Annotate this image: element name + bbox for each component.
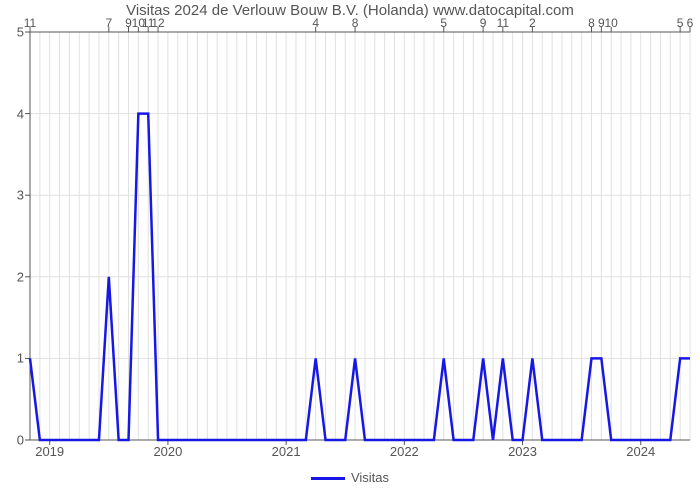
x-top-label: 5 (677, 16, 684, 30)
x-bottom-label: 2024 (626, 444, 655, 459)
x-top-label: 6 (687, 16, 694, 30)
y-tick-label: 2 (4, 269, 24, 284)
x-top-label: 5 (440, 16, 447, 30)
x-bottom-label: 2021 (272, 444, 301, 459)
y-tick-label: 0 (4, 433, 24, 448)
y-tick-label: 1 (4, 351, 24, 366)
legend-label: Visitas (351, 470, 389, 485)
x-top-label: 11 (24, 16, 36, 30)
x-bottom-label: 2019 (35, 444, 64, 459)
y-tick-label: 3 (4, 188, 24, 203)
x-top-label: 12 (151, 16, 164, 30)
x-top-label: 10 (605, 16, 618, 30)
x-bottom-label: 2023 (508, 444, 537, 459)
plot-svg (30, 32, 690, 440)
legend: Visitas (0, 470, 700, 485)
legend-line-swatch (311, 477, 345, 480)
x-bottom-label: 2020 (153, 444, 182, 459)
chart-container: Visitas 2024 de Verlouw Bouw B.V. (Holan… (0, 0, 700, 500)
y-tick-label: 4 (4, 106, 24, 121)
x-top-label: 9 (480, 16, 487, 30)
y-tick-label: 5 (4, 25, 24, 40)
x-top-label: 4 (312, 16, 319, 30)
x-top-label: 2 (529, 16, 536, 30)
x-bottom-label: 2022 (390, 444, 419, 459)
x-top-label: 8 (588, 16, 595, 30)
x-top-label: 11 (497, 16, 509, 30)
x-top-label: 8 (352, 16, 359, 30)
x-top-label: 7 (105, 16, 112, 30)
plot-area: 012345 11791011124859112891056 201920202… (30, 32, 690, 440)
